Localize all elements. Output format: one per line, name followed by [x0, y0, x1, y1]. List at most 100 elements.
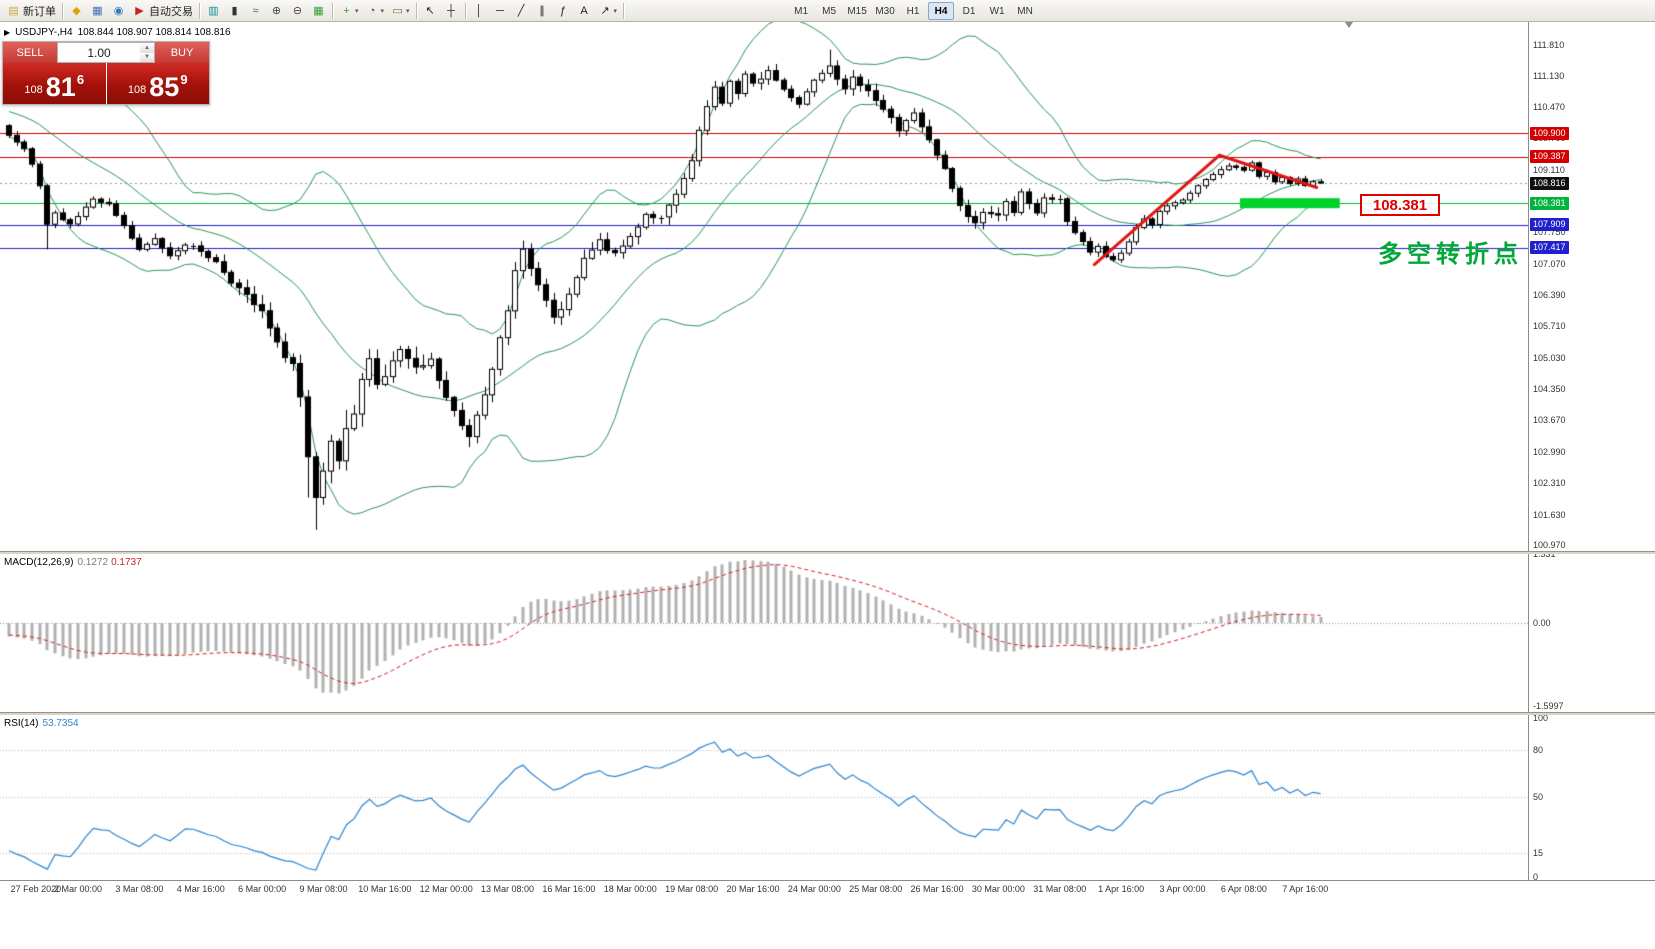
- time-axis-label: 6 Apr 08:00: [1220, 884, 1267, 894]
- rsi-axis[interactable]: 100 80 50 15 0: [1528, 715, 1654, 880]
- new-order-button[interactable]: ▤ 新订单: [3, 1, 59, 21]
- time-axis-label: 4 Mar 16:00: [176, 884, 225, 894]
- time-axis-label: 12 Mar 00:00: [419, 884, 473, 894]
- zoom-in-button[interactable]: ⊕: [266, 1, 287, 21]
- price-chart-panel: ▶ USDJPY-,H4 108.844 108.907 108.814 108…: [0, 22, 1655, 551]
- horizontal-line-icon: ─: [496, 4, 504, 17]
- time-axis-label: 31 Mar 08:00: [1033, 884, 1087, 894]
- time-axis-label: 2 Mar 00:00: [54, 884, 103, 894]
- sell-price-button[interactable]: 108 81 6: [3, 63, 106, 104]
- line-chart-button[interactable]: ≈: [245, 1, 266, 21]
- lot-decrease-button[interactable]: ▼: [140, 52, 154, 62]
- line-chart-icon: ≈: [252, 4, 259, 17]
- market-watch-button[interactable]: ◆: [66, 1, 87, 21]
- zoom-out-button[interactable]: ⊖: [287, 1, 308, 21]
- rsi-value: 53.7354: [42, 718, 79, 729]
- buy-price-pips: 85: [149, 72, 180, 102]
- rsi-tick-label: 0: [1533, 871, 1539, 881]
- price-level-tag: 108.816: [1530, 176, 1569, 190]
- fibonacci-button[interactable]: ƒ: [553, 1, 574, 21]
- timeframe-h1-button[interactable]: H1: [906, 5, 920, 17]
- text-button[interactable]: A: [574, 1, 595, 21]
- bar-chart-button[interactable]: ▥: [203, 1, 224, 21]
- toolbar-separator: [199, 2, 200, 19]
- autotrading-icon: ▶: [135, 4, 144, 17]
- vertical-line-icon: │: [475, 4, 483, 17]
- collapse-triangle-icon[interactable]: ▶: [4, 28, 11, 37]
- toolbar-separator: [623, 2, 625, 19]
- price-tick-label: 107.070: [1533, 258, 1566, 269]
- sell-button[interactable]: SELL: [3, 42, 57, 63]
- time-axis-label: 3 Mar 08:00: [115, 884, 164, 894]
- new-chart-icon: +: [343, 4, 350, 17]
- trade-prices-row: 108 81 6 108 85 9: [3, 63, 209, 104]
- symbol-header: ▶ USDJPY-,H4 108.844 108.907 108.814 108…: [4, 27, 231, 38]
- price-tick-label: 102.990: [1533, 446, 1566, 457]
- timeframe-m15-button[interactable]: M15: [847, 5, 867, 17]
- lot-increase-button[interactable]: ▲: [140, 43, 154, 53]
- lot-size-input[interactable]: [57, 42, 140, 63]
- rsi-tick-label: 80: [1533, 744, 1544, 755]
- time-axis-label: 3 Apr 00:00: [1159, 884, 1206, 894]
- trendline-button[interactable]: ╱: [511, 1, 532, 21]
- new-order-button-label: 新订单: [23, 5, 56, 18]
- channel-button[interactable]: ∥: [532, 1, 553, 21]
- candlestick-chart-button[interactable]: ▮: [224, 1, 245, 21]
- order-group: ▤ 新订单: [3, 0, 59, 21]
- arrows-button[interactable]: ↗ ▾: [595, 1, 621, 21]
- new-chart-button[interactable]: + ▾: [336, 1, 362, 21]
- macd-canvas[interactable]: [0, 554, 1528, 712]
- cursor-button[interactable]: ↖: [420, 1, 441, 21]
- dropdown-caret-icon: ▾: [380, 7, 385, 15]
- timeframe-m5-button[interactable]: M5: [822, 5, 837, 17]
- panel-splitter[interactable]: [0, 712, 1655, 715]
- symbol-name: USDJPY-,H4: [15, 27, 73, 38]
- autotrading-button[interactable]: ▶ 自动交易: [129, 1, 196, 21]
- timeframe-m30-button[interactable]: M30: [875, 5, 895, 17]
- price-axis[interactable]: 111.810111.130110.470109.790109.110107.7…: [1528, 22, 1654, 551]
- buy-price-button[interactable]: 108 85 9: [106, 63, 209, 104]
- text-icon: A: [580, 4, 588, 17]
- price-chart-canvas[interactable]: [0, 22, 1528, 551]
- price-tick-label: 106.390: [1533, 290, 1566, 300]
- timeframe-w1-button[interactable]: W1: [989, 5, 1005, 17]
- price-level-tag: 107.909: [1530, 218, 1569, 232]
- time-axis-label: 18 Mar 00:00: [603, 884, 657, 894]
- time-axis-label: 7 Apr 16:00: [1282, 884, 1329, 894]
- panel-splitter[interactable]: [0, 551, 1655, 554]
- time-axis-label: 26 Mar 16:00: [910, 884, 964, 894]
- crosshair-button[interactable]: ┼: [441, 1, 462, 21]
- timeframe-d1-button[interactable]: D1: [962, 5, 976, 17]
- time-axis-label: 24 Mar 00:00: [787, 884, 841, 894]
- price-annotation-box: 108.381: [1360, 194, 1440, 216]
- profiles-button[interactable]: ◔ ▾: [362, 1, 388, 21]
- sell-price-figure: 108: [24, 84, 43, 96]
- buy-button[interactable]: BUY: [155, 42, 209, 63]
- data-window-button[interactable]: ▦: [87, 1, 108, 21]
- time-axis[interactable]: 27 Feb 2020 2 Mar 00:00 3 Mar 08:00 4 Mar 1…: [0, 880, 1655, 898]
- macd-signal-value: 0.1737: [111, 557, 142, 568]
- time-axis-label: 6 Mar 00:00: [238, 884, 287, 894]
- timeframe-h4-button[interactable]: H4: [928, 1, 955, 20]
- cursor-icon: ↖: [425, 4, 435, 17]
- rsi-tick-label: 15: [1533, 847, 1544, 858]
- toolbar-separator: [62, 2, 63, 19]
- tile-windows-icon: ▦: [313, 4, 324, 17]
- price-tick-label: 109.110: [1533, 164, 1565, 175]
- price-tick-label: 111.130: [1533, 71, 1565, 82]
- rsi-canvas[interactable]: [0, 715, 1528, 880]
- tile-windows-button[interactable]: ▦: [308, 1, 329, 21]
- horizontal-line-button[interactable]: ─: [490, 1, 511, 21]
- timeframe-m1-button[interactable]: M1: [794, 5, 809, 17]
- chart-shift-marker: [1345, 22, 1353, 28]
- timeframe-mn-button[interactable]: MN: [1017, 5, 1033, 17]
- macd-axis[interactable]: 1.331 0.00 -1.5997: [1528, 554, 1654, 712]
- strategy-tester-button[interactable]: ◉: [108, 1, 129, 21]
- price-level-tag: 109.387: [1530, 150, 1569, 164]
- templates-button[interactable]: ▭ ▾: [387, 1, 413, 21]
- price-level-tag: 109.900: [1530, 126, 1569, 140]
- vertical-line-button[interactable]: │: [469, 1, 490, 21]
- crosshair-icon: ┼: [447, 4, 455, 17]
